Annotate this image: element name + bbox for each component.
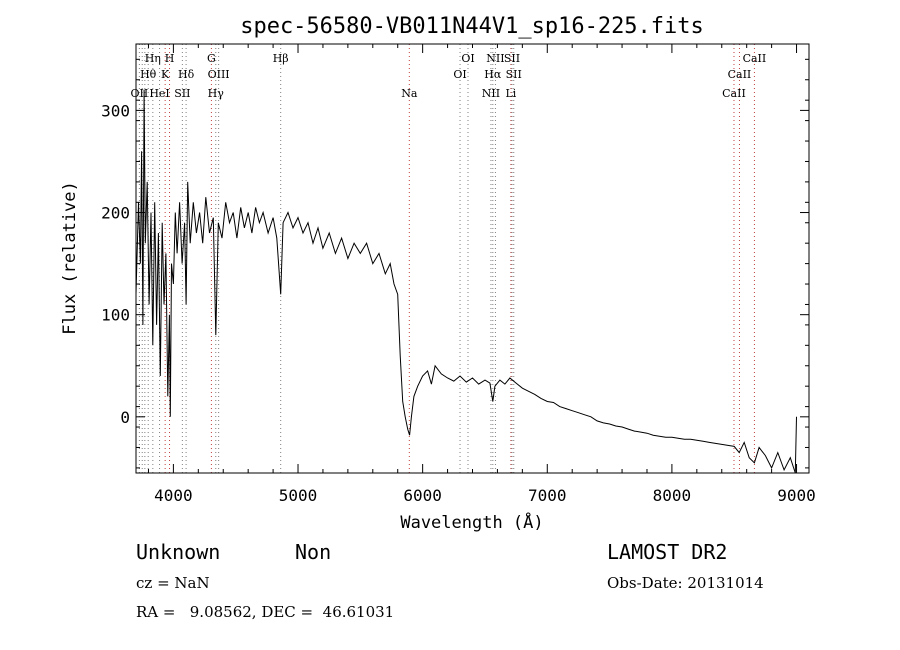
line-marker-label: CaII — [743, 52, 767, 65]
x-tick-label: 6000 — [403, 486, 442, 505]
line-marker-label: CaII — [722, 87, 746, 100]
x-tick-label: 7000 — [528, 486, 567, 505]
y-tick-label: 300 — [101, 101, 130, 120]
object-subclass: Non — [295, 540, 332, 564]
line-marker-label: CaII — [728, 68, 752, 81]
line-marker-label: K — [161, 68, 170, 81]
line-marker-label: OII — [131, 87, 149, 100]
line-marker-label: Na — [401, 87, 418, 100]
x-axis-label: Wavelength (Å) — [400, 511, 543, 533]
line-marker-label: SII — [506, 68, 522, 81]
line-marker-label: Hβ — [273, 52, 289, 65]
line-marker-label: Hδ — [178, 68, 195, 81]
line-marker-label: OI — [453, 68, 466, 81]
plot-frame — [135, 43, 810, 474]
x-axis-ticks: 4000 5000 6000 7000 8000 9000 — [147, 44, 816, 505]
line-marker-label: H — [165, 52, 175, 65]
line-marker-label: Hγ — [208, 87, 225, 100]
line-marker-label: NII — [486, 52, 504, 65]
line-marker-labels: OII Hθ Hη HeI KH SII Hδ G Hγ OIII Hβ Na OI OI NII Hα NII… — [131, 52, 767, 100]
line-marker-label: Hη — [145, 52, 161, 65]
spectrum-line — [135, 89, 797, 474]
redshift-info: cz = NaN — [136, 574, 210, 592]
line-marker-label: G — [207, 52, 216, 65]
line-marker-label: Hθ — [140, 68, 157, 81]
line-marker-label: SII — [504, 52, 520, 65]
observation-date: Obs-Date: 20131014 — [607, 574, 764, 592]
line-marker-label: Hα — [484, 68, 502, 81]
line-marker-label: Li — [505, 87, 516, 100]
x-tick-label: 8000 — [653, 486, 692, 505]
y-axis-label: Flux (relative) — [60, 181, 80, 335]
y-axis-ticks: 0 100 200 300 — [101, 58, 809, 469]
object-class: Unknown — [136, 540, 221, 564]
line-marker-label: OI — [461, 52, 474, 65]
line-marker-label: OIII — [208, 68, 230, 81]
x-tick-label: 5000 — [279, 486, 318, 505]
survey-name: LAMOST DR2 — [607, 540, 728, 564]
y-tick-label: 200 — [101, 204, 130, 223]
x-tick-label: 4000 — [154, 486, 193, 505]
line-marker-label: HeI — [149, 87, 169, 100]
line-marker-label: SII — [174, 87, 190, 100]
x-tick-label: 9000 — [777, 486, 816, 505]
y-tick-label: 0 — [120, 408, 130, 427]
line-markers — [138, 44, 755, 473]
line-marker-label: NII — [482, 87, 500, 100]
chart-title: spec-56580-VB011N44V1_sp16-225.fits — [240, 14, 704, 39]
coordinates: RA = 9.08562, DEC = 46.61031 — [136, 603, 395, 621]
y-tick-label: 100 — [101, 306, 130, 325]
